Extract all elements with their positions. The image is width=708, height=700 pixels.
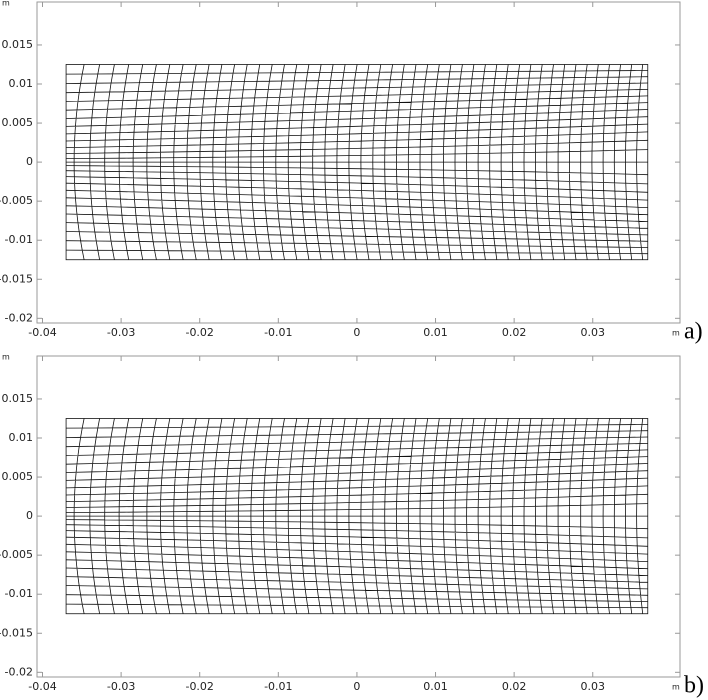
y-tick-label: -0.02 <box>5 311 33 324</box>
x-tick-label: 0.02 <box>502 680 527 693</box>
y-tick-label: 0.01 <box>9 77 34 90</box>
y-tick-label: 0.01 <box>9 431 34 444</box>
y-tick-label: -0.005 <box>0 548 33 561</box>
x-unit: m <box>672 683 680 692</box>
panel-label: b) <box>684 673 704 699</box>
y-unit: m <box>2 0 10 8</box>
y-tick-label: 0 <box>26 155 33 168</box>
x-tick-label: -0.02 <box>185 326 213 339</box>
y-tick-label: 0.015 <box>2 38 34 51</box>
mesh-lines <box>66 418 648 614</box>
y-tick-label: -0.02 <box>5 665 33 678</box>
y-tick-label: 0 <box>26 509 33 522</box>
x-tick-label: -0.04 <box>28 680 56 693</box>
x-tick-label: 0.01 <box>423 680 448 693</box>
x-tick-label: 0.01 <box>423 326 448 339</box>
x-tick-label: 0.03 <box>580 326 605 339</box>
x-tick-label: -0.03 <box>107 680 135 693</box>
x-tick-label: 0 <box>353 326 360 339</box>
x-tick-label: -0.01 <box>264 326 292 339</box>
panel-label: a) <box>684 319 703 345</box>
y-tick-label: 0.015 <box>2 392 34 405</box>
x-tick-label: -0.02 <box>185 680 213 693</box>
y-tick-label: -0.01 <box>5 587 33 600</box>
y-tick-label: -0.015 <box>0 626 33 639</box>
x-tick-label: -0.01 <box>264 680 292 693</box>
y-tick-label: -0.01 <box>5 233 33 246</box>
y-tick-label: -0.015 <box>0 272 33 285</box>
x-tick-label: 0.02 <box>502 326 527 339</box>
x-tick-label: 0.03 <box>580 680 605 693</box>
x-tick-label: -0.04 <box>28 326 56 339</box>
x-tick-label: -0.03 <box>107 326 135 339</box>
y-tick-label: -0.005 <box>0 194 33 207</box>
y-unit: m <box>2 353 10 362</box>
x-unit: m <box>672 329 680 338</box>
y-tick-label: 0.005 <box>2 470 34 483</box>
y-tick-label: 0.005 <box>2 116 34 129</box>
mesh-lines <box>66 64 648 260</box>
x-tick-label: 0 <box>353 680 360 693</box>
